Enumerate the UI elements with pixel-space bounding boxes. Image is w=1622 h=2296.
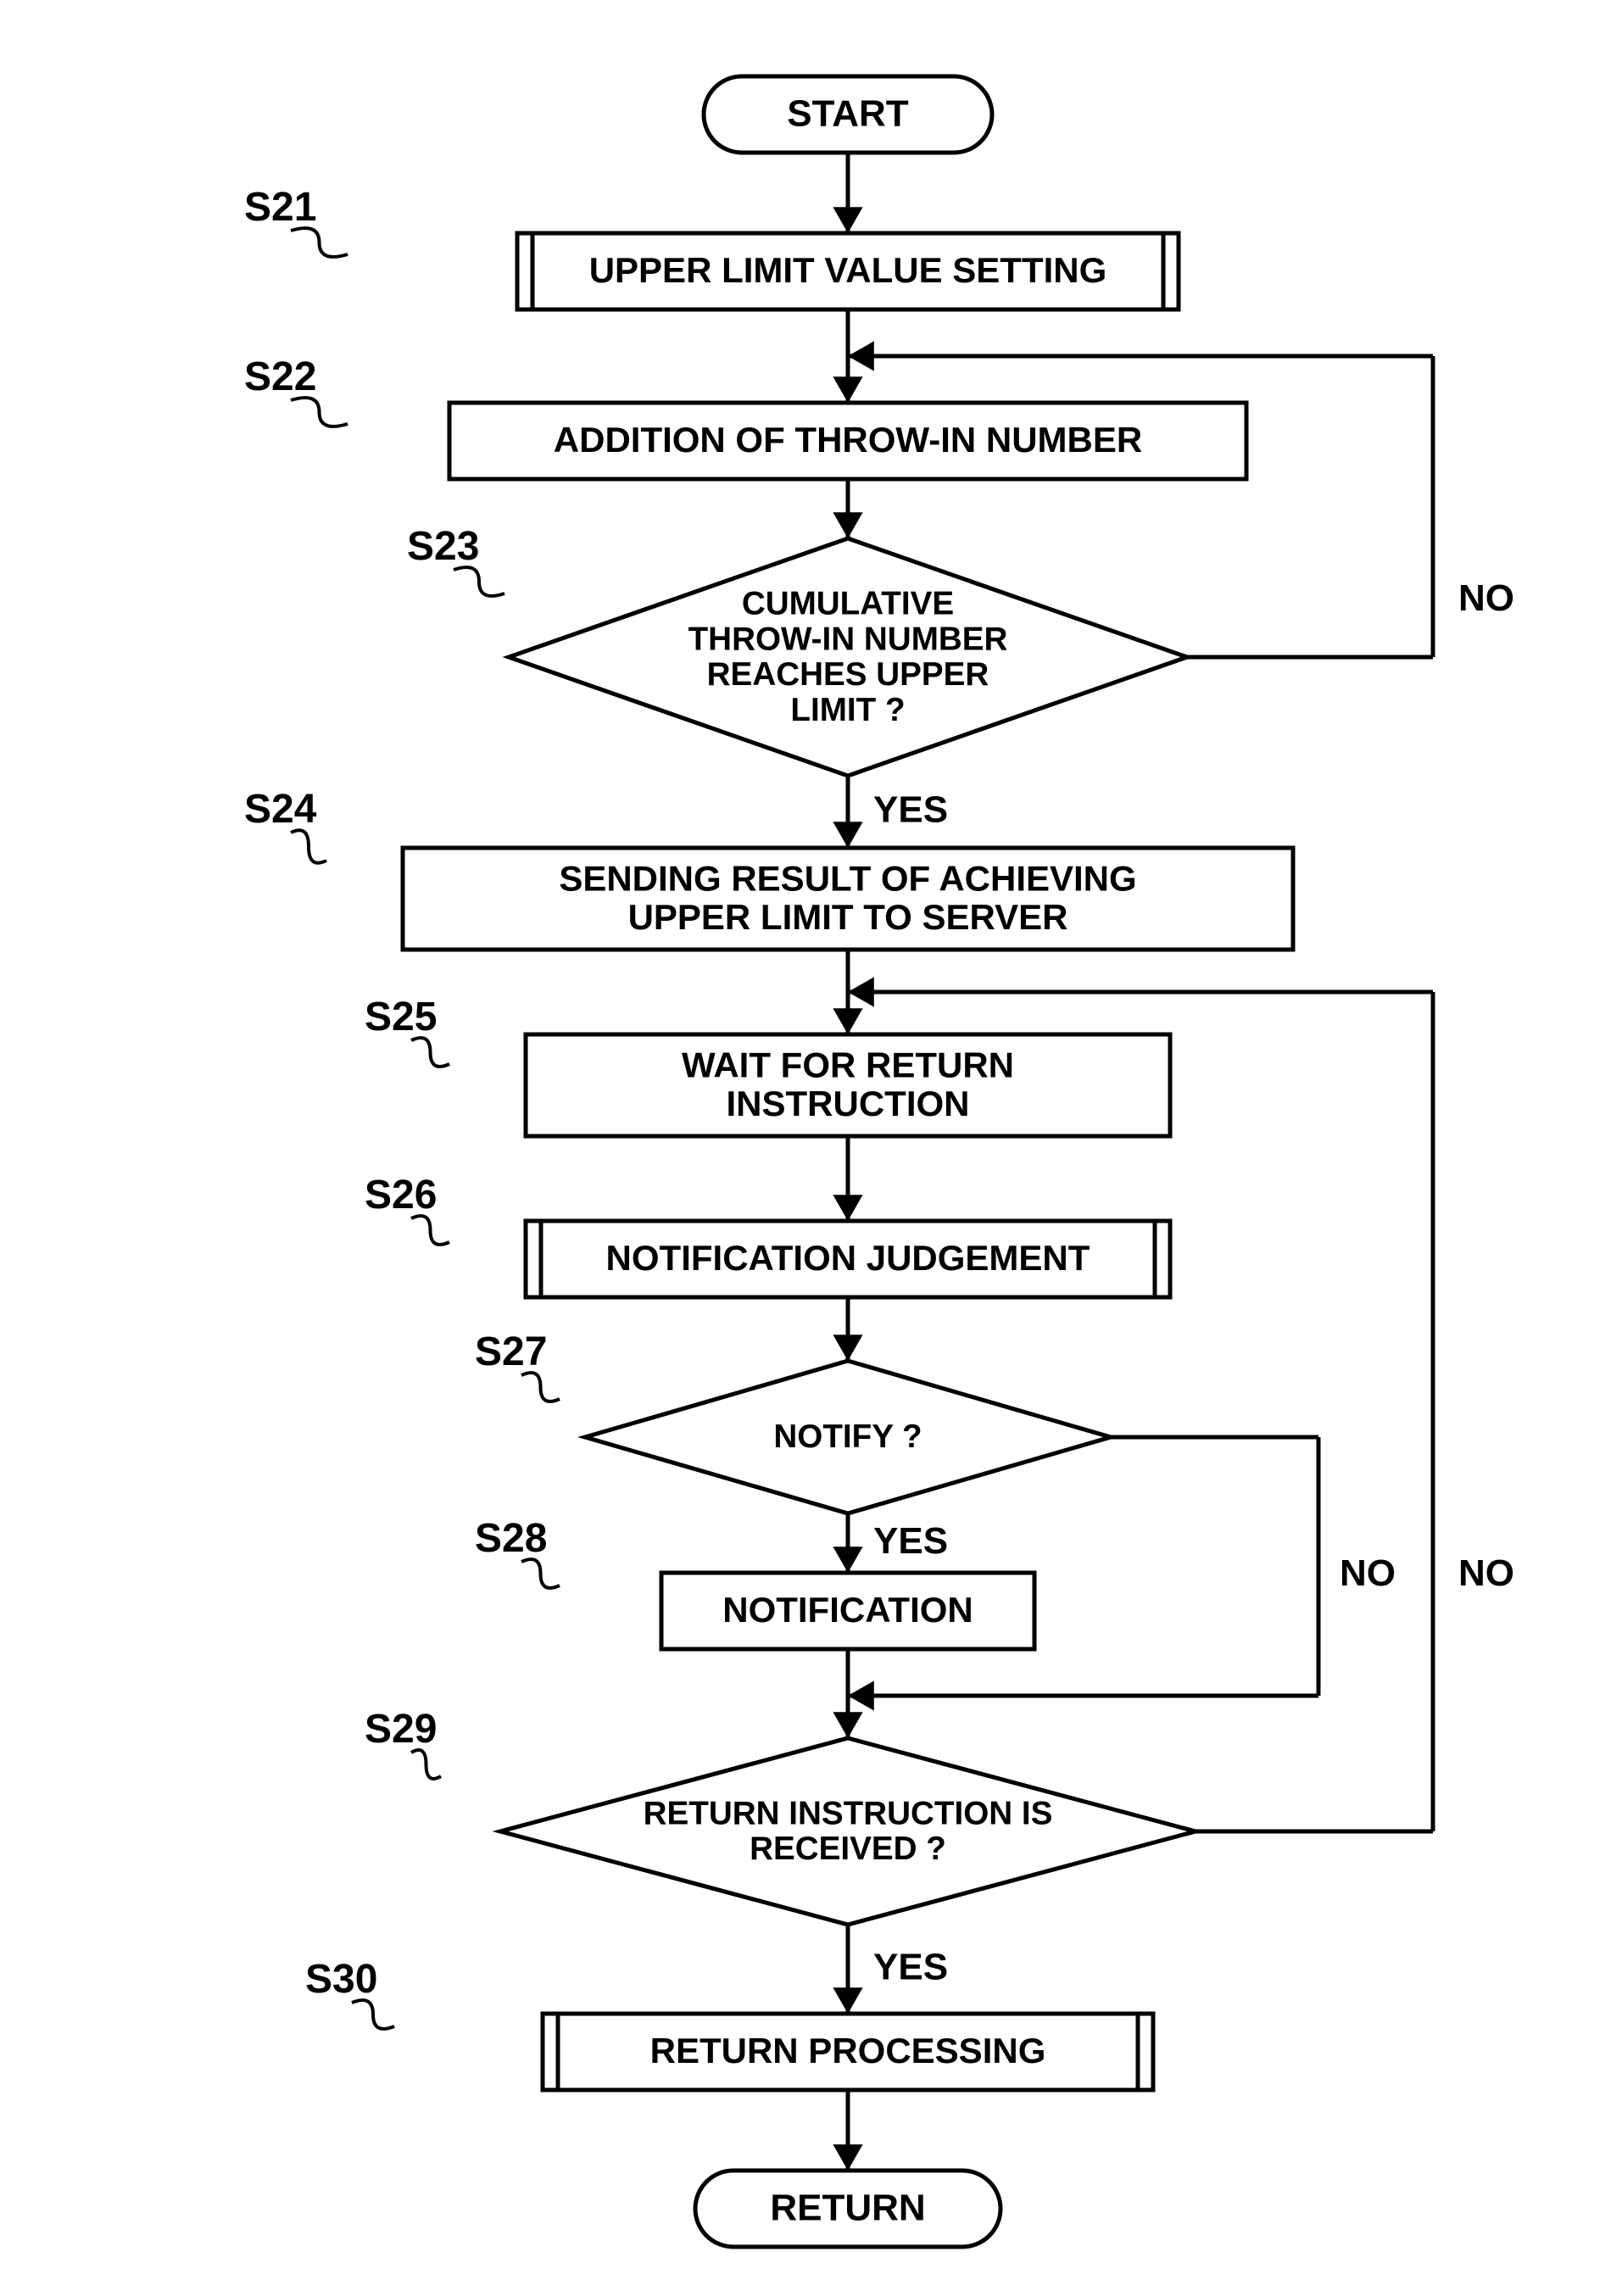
svg-text:S21: S21: [244, 185, 316, 230]
svg-text:NO: NO: [1458, 1552, 1514, 1594]
svg-text:UPPER LIMIT VALUE SETTING: UPPER LIMIT VALUE SETTING: [589, 250, 1107, 290]
svg-text:NOTIFICATION JUDGEMENT: NOTIFICATION JUDGEMENT: [606, 1238, 1090, 1278]
svg-text:WAIT FOR RETURN: WAIT FOR RETURN: [682, 1045, 1014, 1084]
svg-text:LIMIT ?: LIMIT ?: [790, 692, 905, 728]
svg-text:SENDING RESULT OF ACHIEVING: SENDING RESULT OF ACHIEVING: [559, 858, 1136, 898]
svg-text:THROW-IN NUMBER: THROW-IN NUMBER: [688, 621, 1008, 657]
svg-text:CUMULATIVE: CUMULATIVE: [742, 586, 954, 622]
svg-text:NOTIFICATION: NOTIFICATION: [722, 1590, 973, 1630]
svg-text:RETURN PROCESSING: RETURN PROCESSING: [650, 2031, 1046, 2070]
svg-text:S29: S29: [365, 1707, 437, 1752]
svg-text:UPPER LIMIT TO SERVER: UPPER LIMIT TO SERVER: [628, 897, 1068, 937]
svg-text:NOTIFY ?: NOTIFY ?: [773, 1418, 922, 1455]
svg-text:S22: S22: [244, 354, 316, 399]
svg-text:INSTRUCTION: INSTRUCTION: [727, 1084, 970, 1123]
svg-text:S28: S28: [475, 1516, 547, 1561]
svg-text:YES: YES: [873, 1947, 948, 1988]
svg-text:S25: S25: [365, 995, 437, 1039]
svg-text:NO: NO: [1458, 577, 1514, 619]
svg-text:S23: S23: [407, 524, 479, 569]
svg-text:S24: S24: [244, 787, 317, 832]
svg-text:YES: YES: [873, 789, 948, 831]
svg-text:START: START: [787, 93, 909, 135]
svg-text:ADDITION OF THROW-IN NUMBER: ADDITION OF THROW-IN NUMBER: [554, 420, 1142, 460]
svg-text:REACHES UPPER: REACHES UPPER: [707, 656, 989, 693]
svg-text:S27: S27: [475, 1329, 547, 1374]
svg-text:RETURN INSTRUCTION IS: RETURN INSTRUCTION IS: [644, 1795, 1053, 1831]
svg-text:RECEIVED ?: RECEIVED ?: [750, 1831, 946, 1867]
svg-text:NO: NO: [1340, 1552, 1396, 1594]
svg-text:RETURN: RETURN: [770, 2187, 925, 2229]
svg-text:S30: S30: [305, 1957, 377, 2002]
svg-text:S26: S26: [365, 1173, 437, 1218]
svg-text:YES: YES: [873, 1520, 948, 1562]
